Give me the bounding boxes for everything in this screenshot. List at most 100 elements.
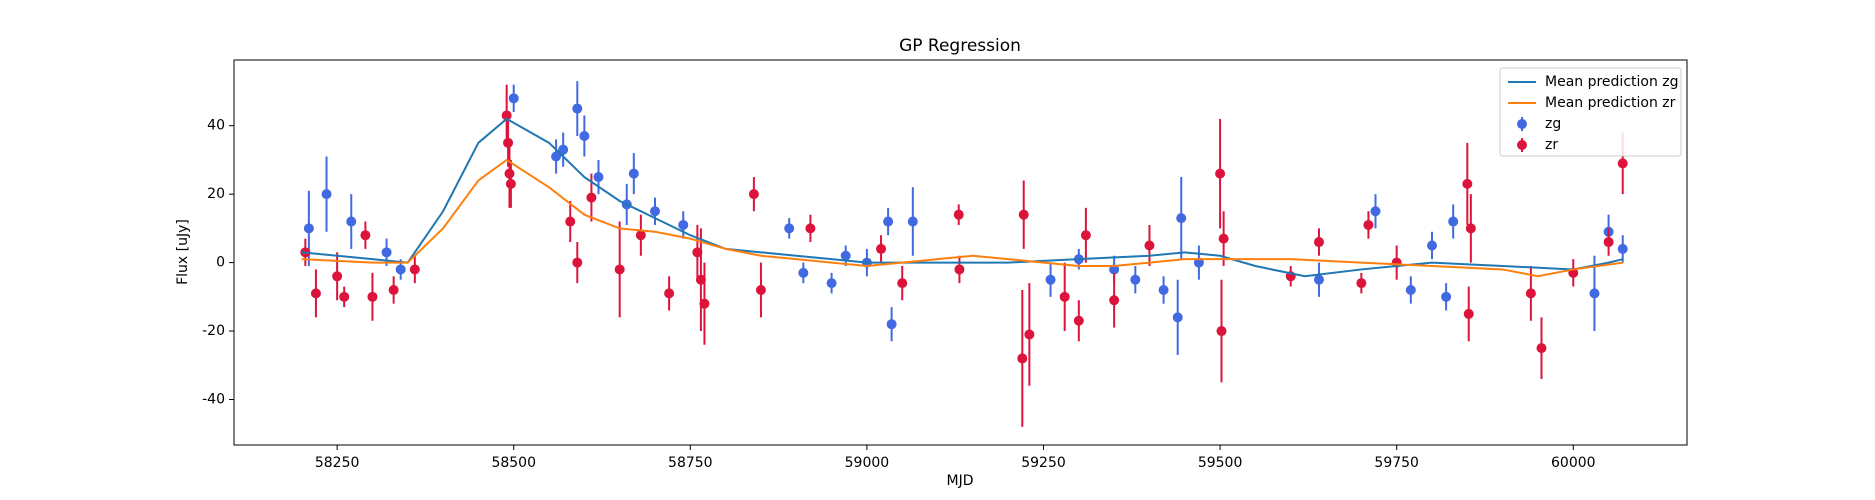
data-point [614,264,625,275]
data-point [505,178,516,189]
data-point [339,291,350,302]
data-point [572,257,583,268]
data-point [508,93,519,104]
data-point [699,298,710,309]
data-point [572,103,583,114]
data-point [1080,230,1091,241]
data-point [1463,308,1474,319]
data-point [1130,274,1141,285]
legend-label: zg [1545,116,1561,132]
y-axis-label: Flux [uJy] [175,219,191,285]
data-point [395,264,406,275]
data-point [321,189,332,200]
data-point [678,219,689,230]
x-tick-label: 58250 [315,455,360,471]
legend-label: Mean prediction zr [1545,95,1676,111]
data-point [551,151,562,162]
data-point [1059,291,1070,302]
data-point [1158,284,1169,295]
data-point [953,209,964,220]
plot-frame [233,59,1688,446]
data-point [367,291,378,302]
data-point [1405,284,1416,295]
x-tick-label: 60000 [1551,455,1596,471]
data-point [1017,353,1028,364]
data-point [695,274,706,285]
data-point [303,223,314,234]
legend-label: zr [1545,137,1558,153]
data-point [649,206,660,217]
data-point [558,144,569,155]
x-tick-label: 59750 [1374,455,1419,471]
data-point [840,250,851,261]
mean-line [301,158,1623,278]
legend-label: Mean prediction zg [1545,74,1679,90]
chart-title: GP Regression [899,36,1021,56]
data-point [388,284,399,295]
data-point [798,267,809,278]
data-point [360,230,371,241]
y-tick-label: 20 [207,186,225,202]
data-point [1370,206,1381,217]
data-point [1109,295,1120,306]
legend-swatch [1517,140,1527,150]
data-point [883,216,894,227]
data-point [1313,274,1324,285]
x-tick-label: 59250 [1021,455,1066,471]
data-point [635,230,646,241]
x-tick-label: 59000 [845,455,890,471]
data-point [784,223,795,234]
data-point [886,319,897,330]
data-point [1176,213,1187,224]
data-point [409,264,420,275]
legend-box [1499,67,1682,157]
data-point [332,271,343,282]
data-point [346,216,357,227]
data-point [1216,326,1227,337]
data-point [1617,243,1628,254]
data-point [1465,223,1476,234]
data-point [504,168,515,179]
data-point [755,284,766,295]
data-point [805,223,816,234]
data-point [1024,329,1035,340]
data-point [310,288,321,299]
mean-line [301,117,1623,278]
data-point [1313,237,1324,248]
data-point [1218,233,1229,244]
data-point [1589,288,1600,299]
legend-swatch [1517,119,1527,129]
data-point [826,278,837,289]
data-point [897,278,908,289]
data-point [1215,168,1226,179]
data-point [1073,315,1084,326]
x-tick-label: 59500 [1198,455,1243,471]
data-point [501,110,512,121]
data-point [1448,216,1459,227]
data-point [1462,178,1473,189]
data-point [503,137,514,148]
y-tick-label: -20 [202,323,225,339]
data-point [692,247,703,258]
data-point [628,168,639,179]
x-tick-label: 58750 [668,455,713,471]
data-point [1356,278,1367,289]
data-point [1525,288,1536,299]
data-point [1536,343,1547,354]
data-point [1427,240,1438,251]
data-point [954,264,965,275]
data-point [565,216,576,227]
data-point [1018,209,1029,220]
data-point [1144,240,1155,251]
data-point [586,192,597,203]
y-tick-label: 0 [216,255,225,271]
x-axis-label: MJD [947,473,974,489]
data-point [1363,219,1374,230]
data-point [1045,274,1056,285]
data-point [1441,291,1452,302]
data-point [1172,312,1183,323]
data-point [579,130,590,141]
data-point [1617,158,1628,169]
